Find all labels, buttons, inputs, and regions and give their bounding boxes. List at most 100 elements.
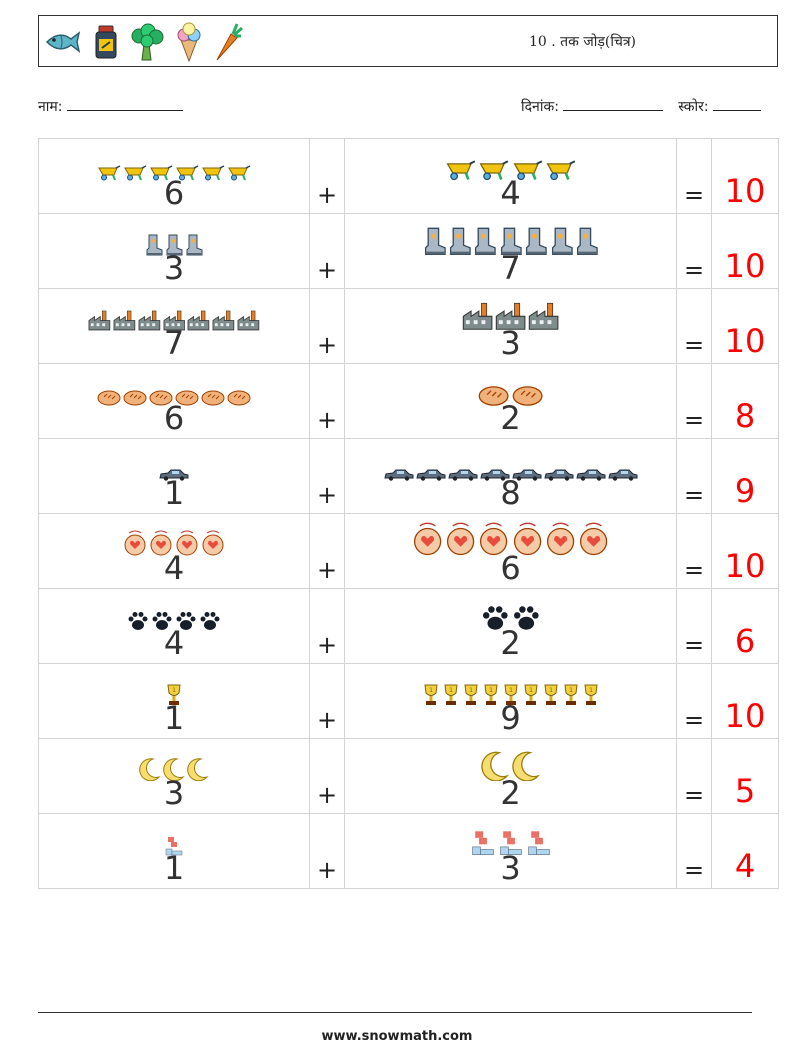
result-cell: 4 bbox=[711, 813, 779, 889]
addend-a-number: 6 bbox=[163, 399, 185, 437]
result-cell: 10 bbox=[711, 288, 779, 364]
crescent-moon-icon bbox=[481, 750, 510, 782]
plus-sign: + bbox=[316, 856, 338, 884]
plus-cell: + bbox=[309, 663, 345, 739]
result-cell: 9 bbox=[711, 438, 779, 514]
heart-badge-icon bbox=[175, 530, 199, 556]
addend-a-cell: 4 bbox=[38, 588, 310, 664]
factory-icon bbox=[495, 302, 526, 331]
addend-a-pictures bbox=[39, 234, 309, 256]
date-label: दिनांक: bbox=[521, 99, 559, 115]
name-blank-line bbox=[66, 98, 183, 111]
sum-answer: 10 bbox=[724, 247, 766, 285]
addend-a-pictures bbox=[39, 159, 309, 181]
addend-a-cell: 1 1 bbox=[38, 663, 310, 739]
addend-a-number: 6 bbox=[163, 174, 185, 212]
sum-answer: 10 bbox=[724, 172, 766, 210]
svg-text:1: 1 bbox=[509, 687, 513, 694]
svg-text:1: 1 bbox=[589, 687, 593, 694]
addend-a-cell: 3 bbox=[38, 738, 310, 814]
addend-a-number: 4 bbox=[163, 624, 185, 662]
wheelbarrow-icon bbox=[175, 165, 199, 181]
svg-text:1: 1 bbox=[429, 687, 433, 694]
addend-a-number: 4 bbox=[163, 549, 185, 587]
bread-icon bbox=[97, 388, 121, 406]
equals-cell: = bbox=[676, 363, 712, 439]
equation-row: 7 + 3 = 10 bbox=[38, 288, 779, 364]
equation-row: 3 + 2 = 5 bbox=[38, 738, 779, 814]
score-blank-line bbox=[713, 98, 762, 111]
plus-cell: + bbox=[309, 288, 345, 364]
addend-b-pictures bbox=[345, 301, 676, 331]
boot-icon bbox=[185, 234, 203, 256]
addend-b-cell: 2 bbox=[344, 363, 677, 439]
equals-cell: = bbox=[676, 213, 712, 289]
equals-sign: = bbox=[683, 556, 705, 584]
car-icon bbox=[383, 469, 414, 481]
sum-answer: 9 bbox=[734, 472, 756, 510]
addend-b-cell: 7 bbox=[344, 213, 677, 289]
addend-a-cell: 1 bbox=[38, 438, 310, 514]
header-icons bbox=[43, 20, 243, 64]
car-icon bbox=[575, 469, 606, 481]
addend-b-number: 3 bbox=[500, 849, 521, 887]
footer-rule bbox=[38, 1012, 752, 1013]
car-icon bbox=[511, 469, 542, 481]
heart-badge-icon bbox=[512, 522, 543, 556]
paw-icon bbox=[481, 605, 510, 631]
bread-icon bbox=[201, 388, 225, 406]
equals-cell: = bbox=[676, 138, 712, 214]
car-icon bbox=[607, 469, 638, 481]
plus-sign: + bbox=[316, 181, 338, 209]
factory-icon bbox=[187, 310, 210, 331]
addend-a-number: 1 bbox=[163, 474, 185, 512]
fish-icon bbox=[43, 27, 83, 57]
equals-cell: = bbox=[676, 288, 712, 364]
addend-b-cell: 6 bbox=[344, 513, 677, 589]
car-icon bbox=[543, 469, 574, 481]
date-blank-line bbox=[563, 98, 664, 111]
plus-sign: + bbox=[316, 406, 338, 434]
result-cell: 10 bbox=[711, 138, 779, 214]
addend-b-cell: 2 bbox=[344, 588, 677, 664]
paw-icon bbox=[151, 611, 173, 631]
wheelbarrow-icon bbox=[478, 160, 509, 181]
addend-b-pictures bbox=[345, 151, 676, 181]
sum-answer: 10 bbox=[724, 322, 766, 360]
addend-a-pictures bbox=[39, 384, 309, 406]
car-icon bbox=[415, 469, 446, 481]
bread-icon bbox=[123, 388, 147, 406]
equals-sign: = bbox=[683, 406, 705, 434]
addend-a-number: 3 bbox=[163, 774, 185, 812]
svg-text:1: 1 bbox=[529, 687, 533, 694]
trophy-icon: 1 bbox=[165, 684, 183, 706]
addend-a-pictures bbox=[39, 309, 309, 331]
addend-b-cell: 2 bbox=[344, 738, 677, 814]
heart-badge-icon bbox=[201, 530, 225, 556]
footer-url: www.snowmath.com bbox=[321, 1029, 473, 1044]
equals-sign: = bbox=[683, 256, 705, 284]
equation-row: 6 + 2 = 8 bbox=[38, 363, 779, 439]
svg-text:1: 1 bbox=[549, 687, 553, 694]
addend-a-number: 1 bbox=[163, 849, 185, 887]
addend-b-number: 7 bbox=[500, 249, 521, 287]
crescent-moon-icon bbox=[187, 757, 209, 782]
plus-cell: + bbox=[309, 513, 345, 589]
boot-icon bbox=[499, 227, 522, 256]
medicine-jar-icon bbox=[93, 24, 119, 60]
tetromino-icon bbox=[498, 830, 524, 856]
svg-text:1: 1 bbox=[569, 687, 573, 694]
car-icon bbox=[159, 469, 189, 481]
trophy-icon: 1 bbox=[442, 684, 460, 706]
addition-table: 6 + 4 = 10 3 + 7 = 10 bbox=[38, 138, 779, 889]
addend-b-cell: 8 bbox=[344, 438, 677, 514]
equals-sign: = bbox=[683, 706, 705, 734]
plus-cell: + bbox=[309, 213, 345, 289]
result-cell: 10 bbox=[711, 663, 779, 739]
heart-badge-icon bbox=[149, 530, 173, 556]
plus-sign: + bbox=[316, 706, 338, 734]
addend-a-cell: 3 bbox=[38, 213, 310, 289]
score-label: स्कोर: bbox=[678, 99, 709, 115]
crescent-moon-icon bbox=[511, 750, 541, 782]
equals-sign: = bbox=[683, 631, 705, 659]
